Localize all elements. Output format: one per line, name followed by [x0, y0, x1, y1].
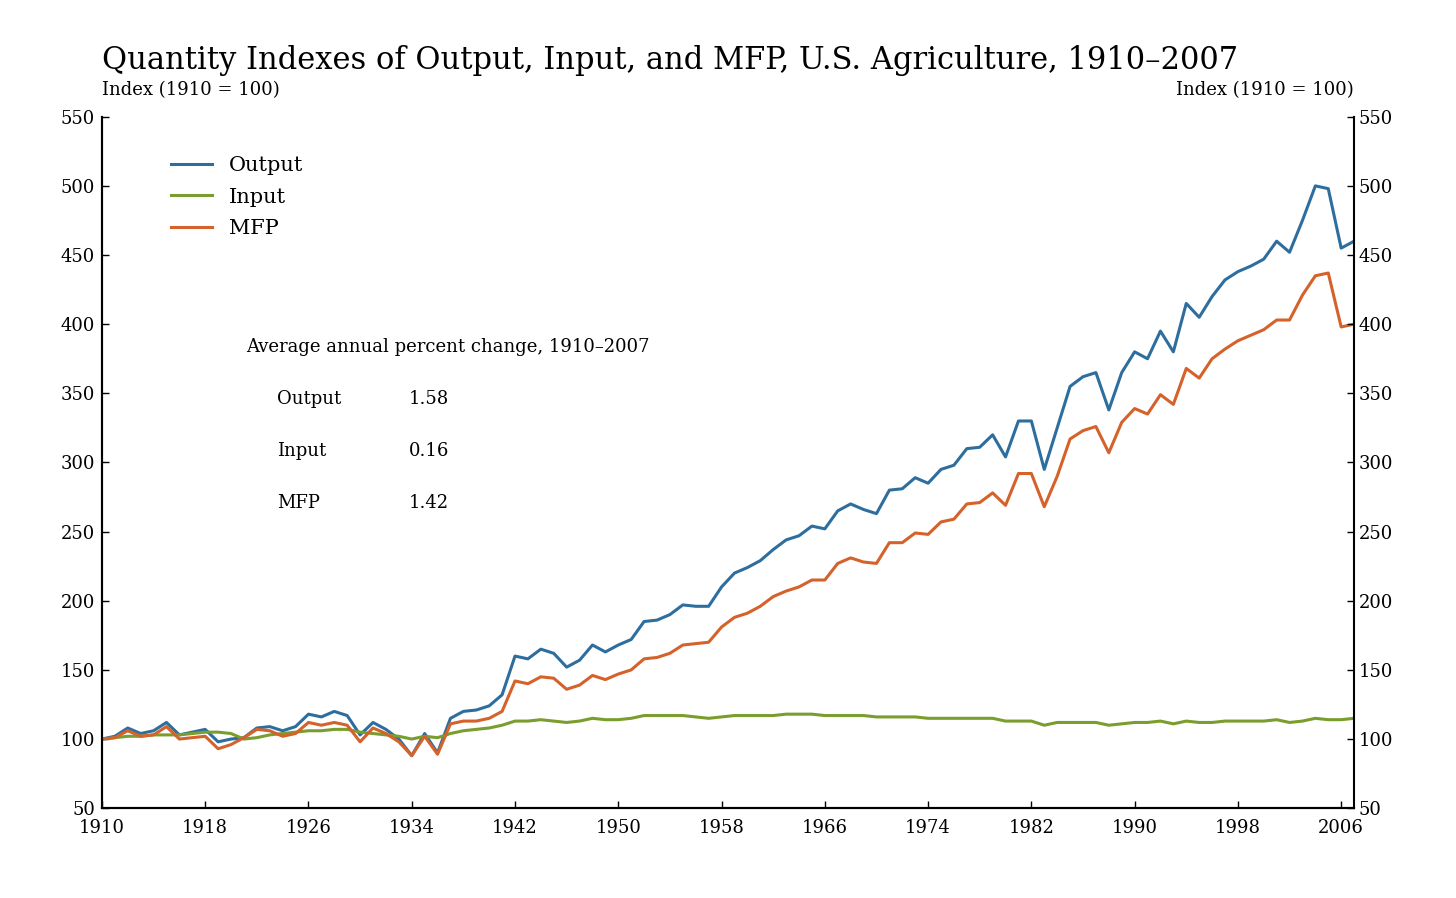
Text: 1.58: 1.58 — [409, 390, 448, 408]
Output — [1345, 236, 1363, 247]
Text: Quantity Indexes of Output, Input, and MFP, U.S. Agriculture, 1910–2007: Quantity Indexes of Output, Input, and M… — [102, 45, 1238, 76]
Output — [197, 724, 214, 735]
Text: Output: Output — [277, 390, 342, 408]
Line: Output: Output — [102, 186, 1354, 755]
Input — [687, 711, 705, 722]
MFP — [894, 537, 911, 548]
Output — [894, 483, 911, 494]
Input — [778, 709, 795, 719]
Output — [700, 601, 718, 612]
Input — [93, 734, 111, 744]
MFP — [197, 731, 214, 742]
Input — [1345, 713, 1363, 724]
Line: Input: Input — [102, 714, 1354, 739]
Output — [170, 729, 188, 740]
MFP — [1319, 268, 1337, 278]
Input — [170, 729, 188, 740]
Output — [1061, 381, 1079, 392]
Output — [1306, 180, 1324, 191]
Input — [894, 711, 911, 722]
Input — [197, 726, 214, 737]
Input — [1061, 718, 1079, 728]
MFP — [93, 734, 111, 744]
MFP — [1061, 434, 1079, 445]
Text: Input: Input — [277, 442, 326, 460]
Text: Index (1910 = 100): Index (1910 = 100) — [102, 82, 280, 100]
Text: 0.16: 0.16 — [409, 442, 448, 460]
Text: MFP: MFP — [277, 494, 320, 512]
Text: Index (1910 = 100): Index (1910 = 100) — [1176, 82, 1354, 100]
MFP — [1345, 319, 1363, 330]
Text: Average annual percent change, 1910–2007: Average annual percent change, 1910–2007 — [246, 338, 649, 356]
Legend: Output, Input, MFP: Output, Input, MFP — [163, 148, 312, 247]
MFP — [804, 575, 821, 585]
MFP — [170, 734, 188, 744]
Input — [804, 709, 821, 719]
Output — [403, 750, 421, 761]
Line: MFP: MFP — [102, 273, 1354, 755]
MFP — [700, 637, 718, 647]
Output — [93, 734, 111, 744]
Output — [804, 521, 821, 532]
MFP — [403, 750, 421, 761]
Text: 1.42: 1.42 — [409, 494, 448, 512]
